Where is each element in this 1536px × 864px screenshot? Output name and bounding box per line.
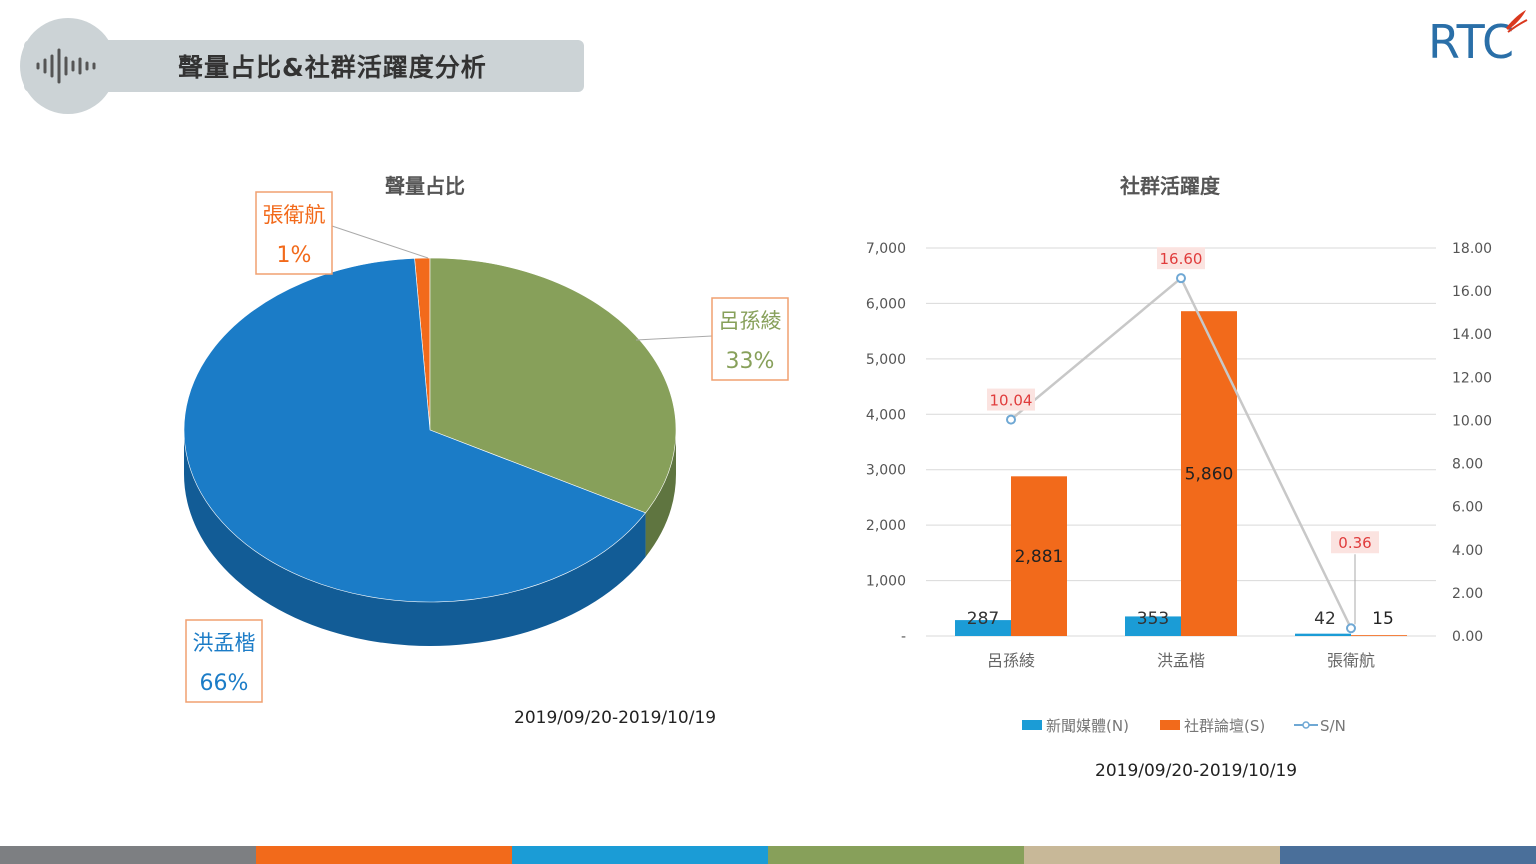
y-left-tick-0: - [901,629,906,645]
y-left-tick-5: 5,000 [866,352,906,368]
pie-callout-box-0 [255,191,333,275]
sn-point-2 [1346,623,1356,634]
bar-social-0 [1011,476,1067,636]
legend-swatch-1 [1160,720,1180,730]
pie-side-2 [184,430,646,646]
bar-social-1 [1181,311,1237,636]
page-title: 聲量占比&社群活躍度分析 [178,53,487,82]
y-right-tick-0: 0.00 [1452,629,1483,645]
y-left-tick-4: 4,000 [866,407,906,423]
sn-label-bg-2 [1331,531,1379,554]
combo-date-range: 2019/09/20-2019/10/19 [1095,761,1298,781]
footer-strip-orange [256,846,512,864]
footer-strip-tan [1024,846,1280,864]
pie-callout-name-2: 洪孟楷 [193,631,256,655]
pie-leader-line-0 [331,225,429,259]
rtc-logo: RTC [1428,10,1528,68]
y-right-tick-9: 18.00 [1452,241,1492,257]
pie-callout-name-1: 呂孫綾 [719,309,782,333]
footer-strip-gray [0,846,256,864]
category-label-1: 洪孟楷 [1157,651,1205,670]
logo-text: RTC [1428,15,1514,68]
y-right-tick-2: 4.00 [1452,543,1483,559]
pie-callout-box-2 [185,619,263,703]
y-right-tick-4: 8.00 [1452,457,1483,473]
footer-strip-green [768,846,1024,864]
label-social-1: 5,860 [1185,465,1234,485]
pie-callout-pct-2: 66% [200,671,249,696]
category-label-2: 張衛航 [1327,651,1375,670]
legend-swatch-0 [1022,720,1042,730]
pie-callout-name-0: 張衛航 [263,203,326,227]
header-icon-circle [20,18,116,114]
footer-strip-blue [512,846,768,864]
y-right-tick-1: 2.00 [1452,586,1483,602]
legend-marker-2 [1302,721,1310,729]
pie-leader-line-1 [635,335,713,341]
pie-callout-box-1 [711,297,789,381]
footer-strip-navy [1280,846,1536,864]
y-right-tick-8: 16.00 [1452,284,1492,300]
sn-label-bg-1 [1157,247,1205,270]
pie-callout-pct-1: 33% [726,349,775,374]
sn-label-bg-0 [987,388,1035,411]
pie-date-range: 2019/09/20-2019/10/19 [514,708,717,728]
combo-chart-title: 社群活躍度 [1120,174,1220,198]
y-left-tick-1: 1,000 [866,574,906,590]
header-banner [24,40,584,92]
legend-label-2: S/N [1320,717,1346,735]
label-news-0: 287 [967,609,999,629]
legend-label-1: 社群論壇(S) [1184,717,1265,735]
y-left-tick-2: 2,000 [866,518,906,534]
label-news-2: 42 [1314,609,1336,629]
bar-news-1 [1125,616,1181,636]
pie-slice-2 [183,258,647,603]
y-left-tick-6: 6,000 [866,296,906,312]
legend-label-0: 新聞媒體(N) [1046,717,1129,735]
label-social-2: 15 [1372,609,1394,629]
sn-label-2: 0.36 [1338,534,1371,552]
y-left-tick-3: 3,000 [866,463,906,479]
sn-label-0: 10.04 [990,392,1033,410]
pie-side-1 [645,430,676,557]
pie-callout-pct-0: 1% [277,243,312,268]
sn-point-0 [1006,414,1016,425]
y-left-tick-7: 7,000 [866,241,906,257]
combo-chart: - 1,000 2,000 3,000 4,000 5,000 6,000 7,000 0.00… [866,241,1492,735]
bar-news-2 [1295,633,1351,636]
label-social-0: 2,881 [1015,547,1064,567]
label-news-1: 353 [1137,609,1169,629]
y-right-tick-5: 10.00 [1452,413,1492,429]
sn-label-1: 16.60 [1160,250,1203,268]
pie-chart: 張衛航 1% 呂孫綾 33% 洪孟楷 66% [183,191,789,703]
pie-slice-1 [429,257,677,514]
y-right-tick-6: 12.00 [1452,370,1492,386]
sound-wave-icon [36,48,96,84]
bar-social-2 [1351,635,1407,636]
sn-point-1 [1176,273,1186,284]
y-right-tick-3: 6.00 [1452,500,1483,516]
pie-chart-title: 聲量占比 [385,174,465,198]
bar-news-0 [955,620,1011,636]
category-label-0: 呂孫綾 [987,651,1035,670]
y-right-tick-7: 14.00 [1452,327,1492,343]
